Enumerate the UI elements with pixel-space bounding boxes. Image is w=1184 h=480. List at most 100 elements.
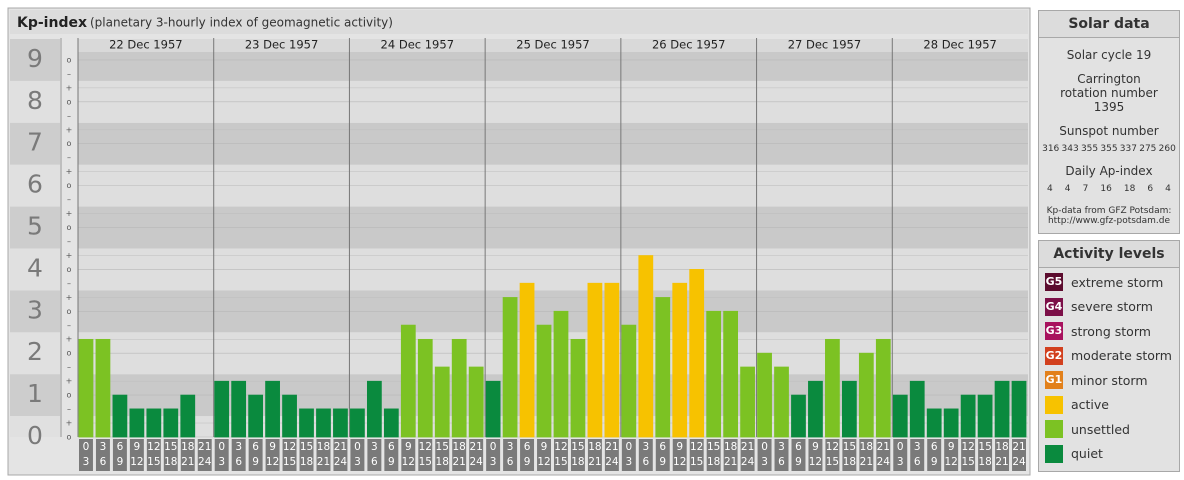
bar: [689, 269, 705, 438]
interval-from: 6: [659, 441, 666, 453]
interval-from: 3: [371, 441, 378, 453]
interval-to: 9: [252, 456, 259, 468]
legend-item: quiet: [1039, 442, 1179, 467]
interval-cell: [604, 439, 619, 471]
interval-to: 3: [354, 456, 361, 468]
interval-to: 9: [931, 456, 938, 468]
interval-from: 9: [541, 441, 548, 453]
band: [78, 416, 1028, 437]
interval-from: 18: [995, 441, 1008, 453]
interval-to: 24: [1012, 456, 1026, 468]
interval-cell: [520, 439, 535, 471]
legend-swatch: G1: [1045, 371, 1063, 390]
minor-tick-label: +: [66, 293, 73, 302]
ap-value: 4: [1047, 184, 1053, 194]
interval-to: 24: [334, 456, 348, 468]
interval-from: 15: [164, 441, 177, 453]
minor-tick-label: –: [67, 405, 71, 414]
interval-to: 6: [778, 456, 785, 468]
interval-cell: [740, 439, 755, 471]
interval-from: 18: [724, 441, 737, 453]
interval-from: 0: [761, 441, 768, 453]
day-label: 25 Dec 1957: [516, 38, 589, 52]
bar: [740, 366, 755, 438]
interval-from: 18: [317, 441, 330, 453]
legend-item: G5 extreme storm: [1039, 270, 1179, 295]
bar: [587, 282, 603, 438]
y-tick-label: 4: [27, 253, 43, 282]
interval-to: 18: [571, 456, 584, 468]
interval-from: 3: [778, 441, 785, 453]
carrington: Carrington rotation number 1395: [1060, 72, 1158, 114]
bar: [604, 282, 620, 438]
y-tick-label: 1: [27, 379, 43, 408]
interval-to: 21: [860, 456, 873, 468]
interval-from: 18: [588, 441, 601, 453]
bar: [400, 324, 416, 438]
interval-from: 12: [283, 441, 296, 453]
y-tick-label: 6: [27, 170, 43, 199]
interval-from: 18: [453, 441, 466, 453]
interval-cell: [689, 439, 704, 471]
bar: [553, 310, 569, 438]
interval-from: 15: [300, 441, 313, 453]
interval-cell: [418, 439, 433, 471]
interval-cell: [248, 439, 263, 471]
interval-to: 6: [100, 456, 107, 468]
interval-from: 18: [860, 441, 873, 453]
interval-to: 9: [117, 456, 124, 468]
interval-to: 12: [944, 456, 957, 468]
minor-tick-label: –: [67, 195, 71, 204]
interval-to: 12: [673, 456, 686, 468]
interval-cell: [197, 439, 212, 471]
band: [10, 122, 60, 165]
interval-cell: [825, 439, 840, 471]
interval-to: 3: [761, 456, 768, 468]
interval-from: 6: [795, 441, 802, 453]
interval-cell: [587, 439, 602, 471]
bar: [485, 380, 501, 438]
interval-cell: [978, 439, 993, 471]
interval-to: 6: [507, 456, 514, 468]
interval-to: 6: [642, 456, 649, 468]
interval-cell: [961, 439, 976, 471]
bar: [383, 408, 399, 438]
ap-value: 18: [1123, 184, 1136, 194]
interval-cell: [859, 439, 874, 471]
day-label: 28 Dec 1957: [923, 38, 996, 52]
panel-title: Activity levels: [1039, 241, 1179, 268]
sunspot-list: 316 343 355 355 337 275 260: [1041, 144, 1177, 154]
y-tick-label: 9: [27, 44, 43, 73]
minor-tick-label: o: [67, 433, 72, 442]
legend-swatch: [1045, 420, 1063, 439]
legend-item: unsettled: [1039, 417, 1179, 442]
bar: [655, 297, 671, 438]
interval-to: 21: [995, 456, 1008, 468]
interval-from: 15: [707, 441, 720, 453]
interval-cell: [927, 439, 942, 471]
minor-tick-label: –: [67, 321, 71, 330]
bar: [180, 394, 196, 438]
bar: [248, 394, 264, 438]
interval-from: 12: [690, 441, 703, 453]
interval-from: 3: [642, 441, 649, 453]
minor-tick-label: o: [67, 139, 72, 148]
interval-cell: [163, 439, 178, 471]
interval-cell: [554, 439, 568, 471]
interval-to: 6: [235, 456, 242, 468]
interval-to: 15: [961, 456, 974, 468]
y-tick-label: 7: [27, 128, 43, 157]
interval-from: 3: [100, 441, 107, 453]
interval-cell: [944, 439, 959, 471]
interval-from: 6: [524, 441, 531, 453]
interval-to: 15: [147, 456, 160, 468]
bar: [960, 394, 976, 438]
interval-cell: [570, 439, 585, 471]
bar: [146, 408, 162, 438]
interval-from: 0: [354, 441, 361, 453]
ap-value: 7: [1082, 184, 1089, 194]
interval-from: 9: [134, 441, 141, 453]
interval-cell: [282, 439, 297, 471]
interval-from: 12: [554, 441, 567, 453]
interval-to: 12: [266, 456, 279, 468]
